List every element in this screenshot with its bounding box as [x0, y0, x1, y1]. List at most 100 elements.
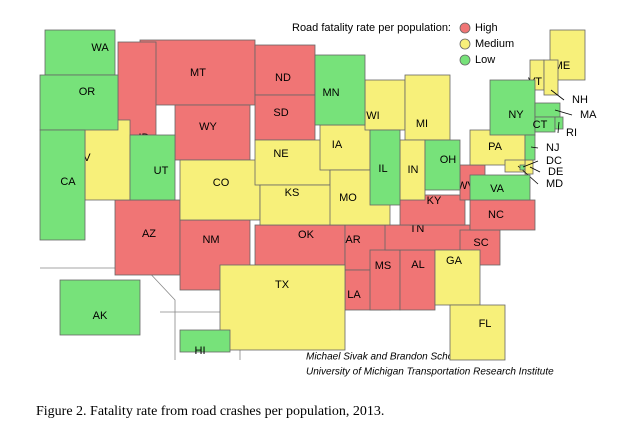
- state-label: TX: [275, 279, 290, 291]
- state-shape: [174, 104, 251, 161]
- state-shape: [39, 129, 86, 241]
- state-label: NH: [572, 94, 588, 106]
- state: MA: [534, 102, 597, 121]
- state-shape: [179, 329, 231, 353]
- state: TX: [219, 264, 346, 351]
- legend-label: High: [475, 22, 498, 34]
- state-label: IL: [378, 163, 387, 175]
- state: SD: [254, 94, 316, 141]
- state: NH: [543, 59, 588, 106]
- state-label: SD: [273, 107, 288, 119]
- state-shape: [424, 139, 461, 191]
- state: WY: [174, 104, 251, 161]
- state: KS: [259, 184, 341, 226]
- leader-line: [529, 166, 541, 173]
- state-label: MA: [580, 109, 597, 121]
- state: WI: [364, 79, 406, 131]
- state-label: NY: [508, 109, 524, 121]
- state-label: WI: [366, 110, 379, 122]
- state-shape: [44, 29, 116, 76]
- leader-line: [554, 109, 573, 116]
- state-label: DE: [548, 166, 563, 178]
- legend-title: Road fatality rate per population:: [292, 22, 451, 34]
- state: PA: [469, 129, 526, 166]
- state-label: OR: [79, 86, 96, 98]
- state-shape: [524, 159, 534, 175]
- state: CA: [39, 129, 86, 241]
- state-label: MO: [339, 192, 357, 204]
- caption: Figure 2. Fatality rate from road crashe…: [36, 404, 384, 419]
- state-label: MT: [190, 67, 206, 79]
- state-shape: [139, 39, 256, 106]
- state: ND: [254, 44, 316, 96]
- legend-label: Medium: [475, 38, 514, 50]
- state-label: SC: [473, 237, 488, 249]
- state-label: NJ: [546, 142, 559, 154]
- state: MN: [314, 54, 366, 126]
- state-shape: [117, 41, 157, 136]
- state-shape: [254, 44, 316, 96]
- state-label: OK: [298, 229, 315, 241]
- state: DC: [519, 155, 562, 171]
- leader-line: [530, 146, 539, 149]
- state-shape: [384, 224, 471, 251]
- legend-label: Low: [475, 54, 495, 66]
- state: AZ: [114, 199, 181, 276]
- state: WA: [44, 29, 116, 76]
- state: NE: [254, 139, 331, 186]
- state: CO: [179, 159, 261, 221]
- state: CT: [533, 116, 556, 133]
- state-label: ND: [275, 72, 291, 84]
- state-label: UT: [154, 165, 169, 177]
- state-shape: [543, 59, 559, 96]
- state-shape: [179, 159, 261, 221]
- state: VA: [469, 174, 531, 201]
- state: MT: [139, 39, 256, 106]
- state-shape: [434, 249, 481, 306]
- state-label: CT: [533, 119, 548, 131]
- state: DE: [524, 159, 563, 178]
- state-label: DC: [546, 155, 562, 167]
- state-shape: [449, 304, 506, 361]
- state: OK: [254, 224, 346, 266]
- state-label: AZ: [142, 228, 156, 240]
- state-label: MI: [416, 118, 428, 130]
- state-shape: [404, 74, 451, 141]
- state: FL: [449, 304, 506, 361]
- state-label: AL: [411, 259, 424, 271]
- leader-line: [557, 121, 560, 134]
- state: AK: [59, 279, 141, 336]
- state: MS: [369, 249, 401, 311]
- state-label: KS: [285, 187, 300, 199]
- state-shape: [259, 184, 341, 226]
- state-shape: [369, 249, 401, 311]
- legend-swatch: [459, 22, 471, 34]
- state-shape: [364, 79, 406, 131]
- state-label: CA: [60, 176, 76, 188]
- state-label: NC: [488, 209, 504, 221]
- state-label: RI: [566, 127, 577, 139]
- state-label: WA: [91, 42, 109, 54]
- state-label: TN: [410, 223, 425, 235]
- state-shape: [84, 119, 131, 201]
- state: RI: [554, 116, 577, 139]
- state: GA: [434, 249, 481, 306]
- credit: University of Michigan Transportation Re…: [306, 367, 554, 378]
- leader-line: [550, 89, 565, 101]
- state-label: IN: [408, 164, 419, 176]
- state-shape: [319, 124, 371, 171]
- state-shape: [469, 174, 531, 201]
- legend-swatch: [459, 38, 471, 50]
- state: TN: [384, 223, 471, 251]
- state-shape: [129, 134, 176, 201]
- state: AL: [399, 249, 436, 311]
- state-label: MD: [546, 178, 563, 190]
- leader-line: [522, 160, 539, 168]
- state: NJ: [524, 134, 559, 161]
- state-shape: [519, 164, 526, 171]
- state-shape: [114, 199, 181, 276]
- inset-border: [40, 267, 176, 360]
- state-label: AK: [93, 310, 108, 322]
- state: OR: [39, 74, 119, 131]
- state-label: PA: [488, 141, 503, 153]
